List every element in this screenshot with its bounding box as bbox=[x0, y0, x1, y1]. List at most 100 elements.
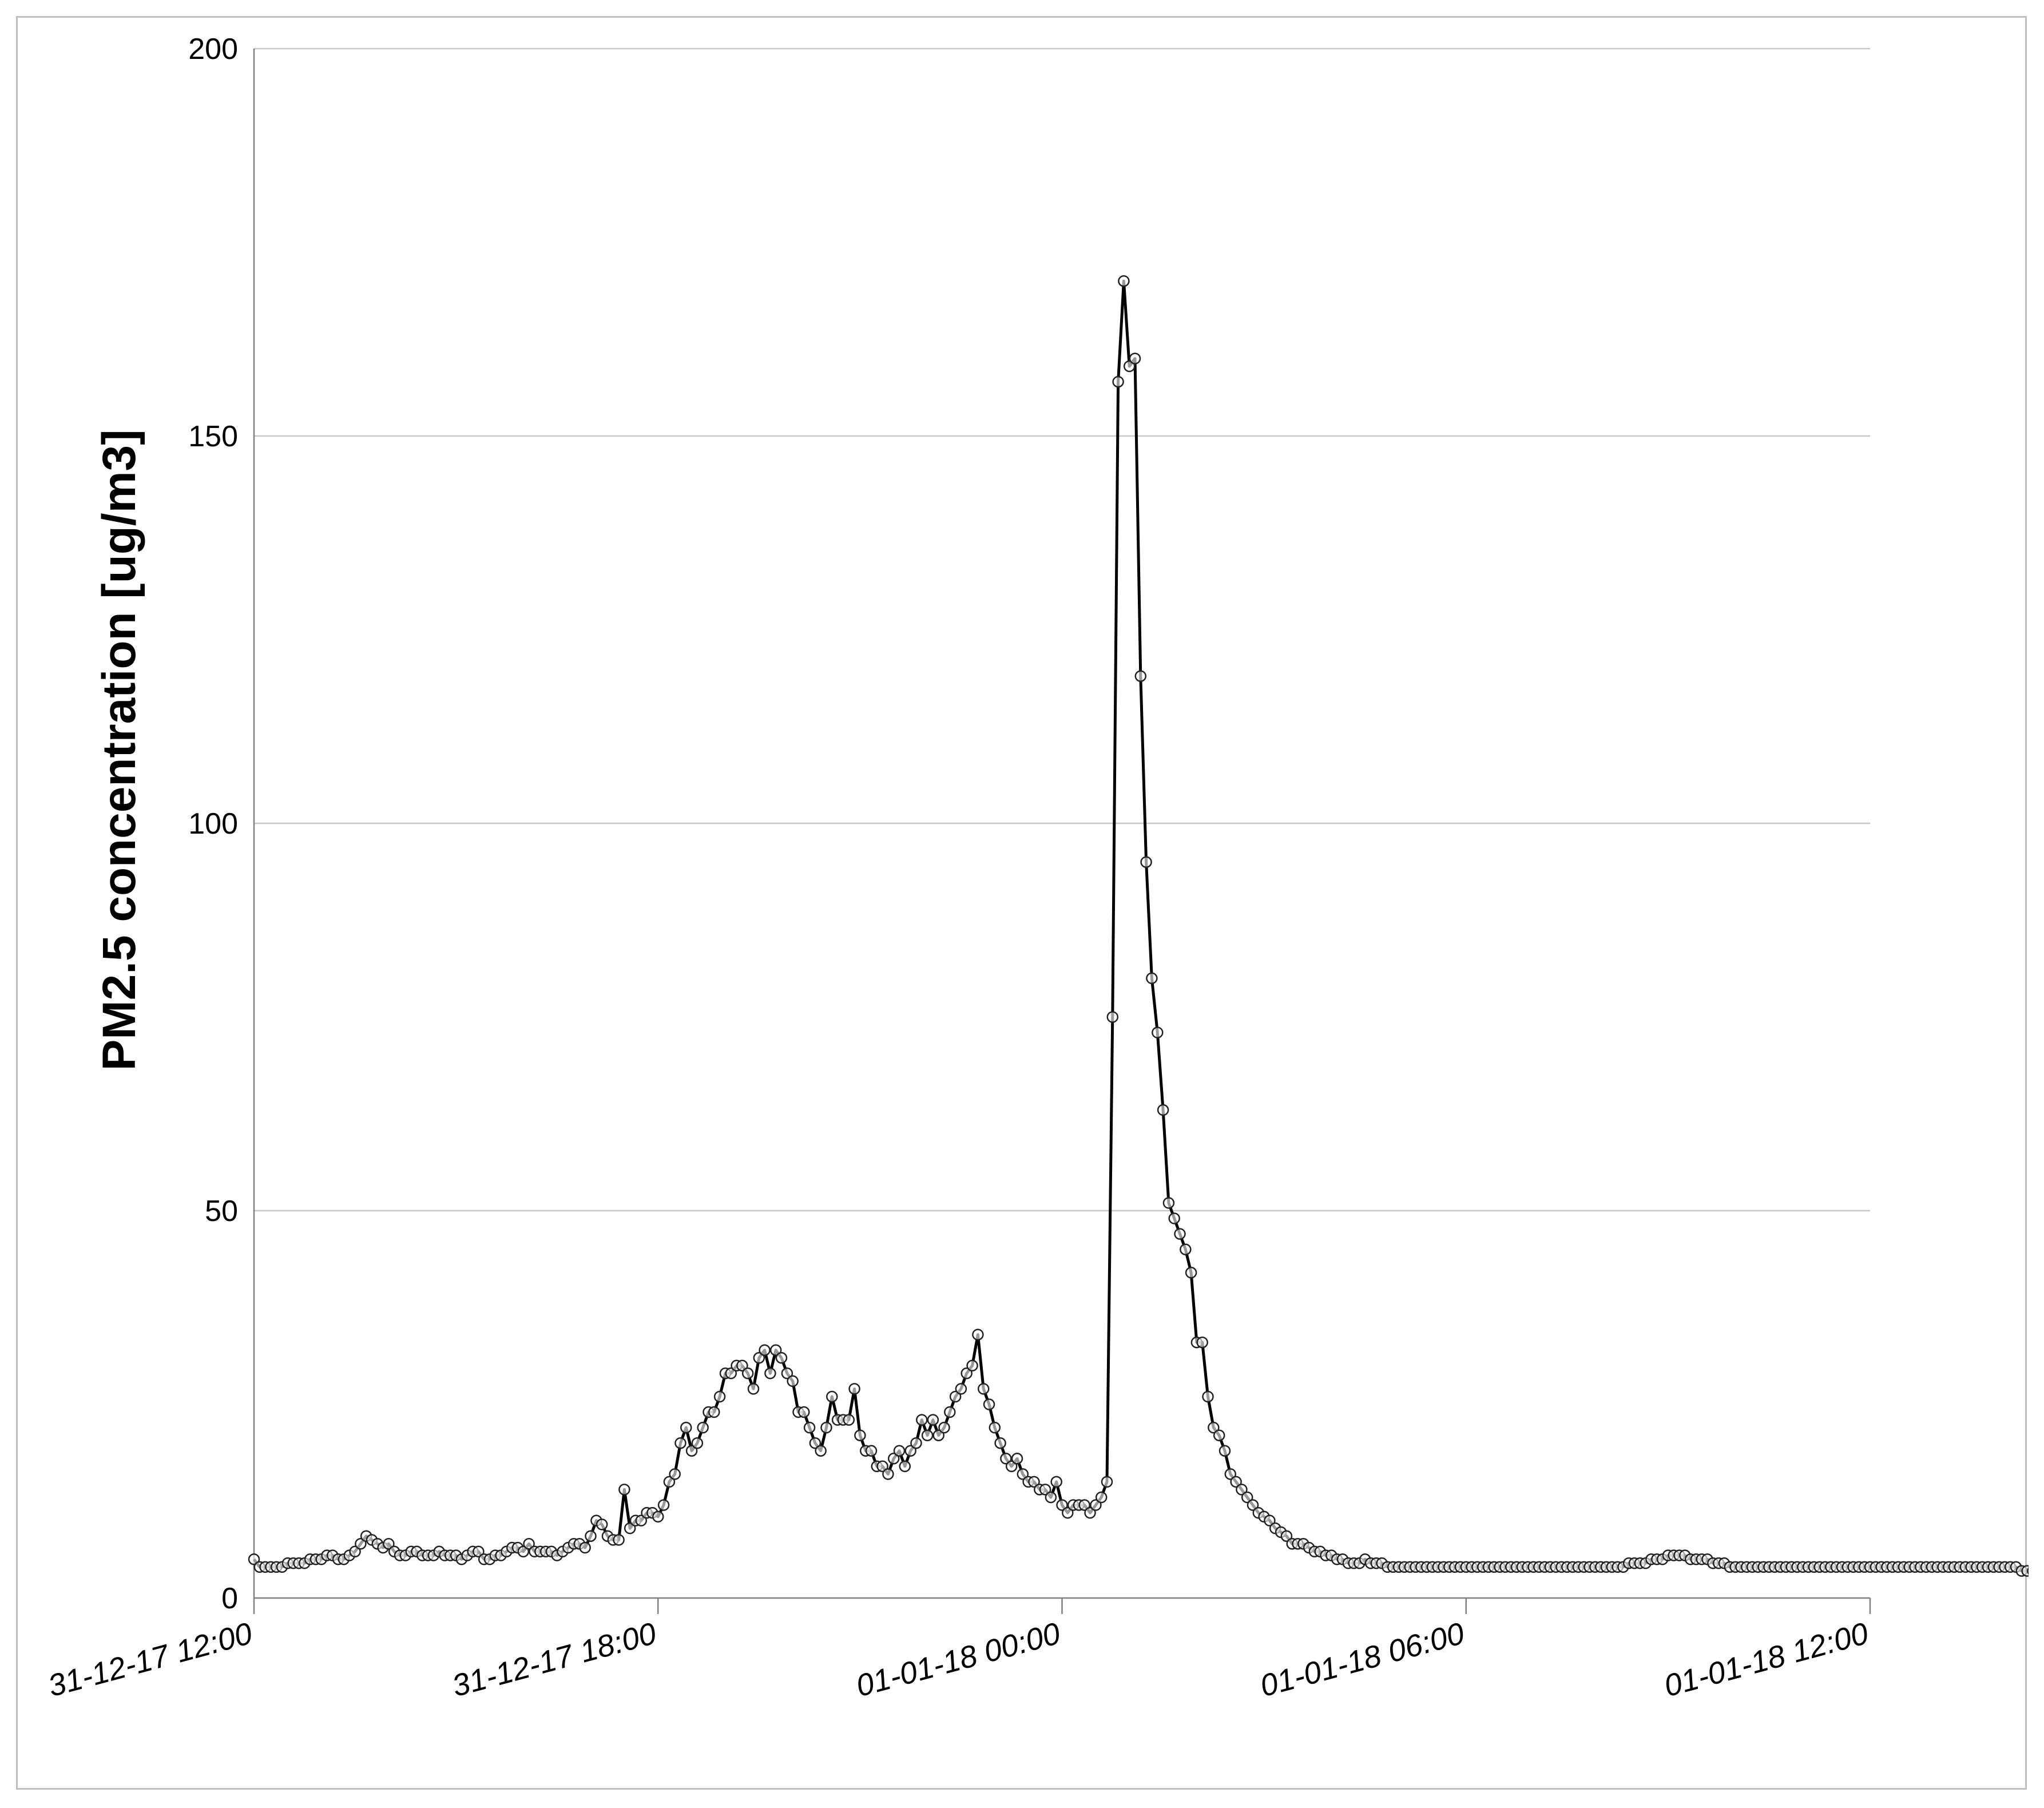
data-point bbox=[2027, 1567, 2029, 1575]
data-point bbox=[1168, 1212, 1180, 1224]
data-point bbox=[1129, 352, 1141, 364]
data-point bbox=[1224, 1468, 1237, 1480]
data-point bbox=[383, 1537, 395, 1550]
data-point bbox=[1196, 1336, 1208, 1349]
data-point bbox=[473, 1545, 485, 1558]
data-point bbox=[1152, 1026, 1164, 1038]
data-point bbox=[1140, 856, 1152, 868]
data-point bbox=[961, 1367, 973, 1379]
data-point bbox=[1236, 1484, 1248, 1496]
data-point bbox=[916, 1414, 928, 1426]
data-point bbox=[596, 1518, 608, 1531]
data-point bbox=[927, 1414, 939, 1426]
data-point bbox=[579, 1541, 591, 1554]
data-point bbox=[1230, 1476, 1242, 1488]
x-tick-label: 31-12-17 12:00 bbox=[45, 1616, 256, 1704]
y-tick-label: 150 bbox=[188, 420, 238, 453]
data-point bbox=[1017, 1468, 1029, 1480]
data-point bbox=[1045, 1491, 1057, 1504]
data-point bbox=[887, 1453, 900, 1465]
data-point bbox=[680, 1421, 692, 1434]
data-point bbox=[355, 1537, 367, 1550]
y-tick-labels: 0 50 100 150 200 bbox=[188, 33, 238, 1615]
data-point bbox=[1028, 1476, 1040, 1488]
data-point bbox=[1185, 1267, 1197, 1279]
data-point bbox=[741, 1367, 754, 1379]
data-point bbox=[1208, 1421, 1220, 1434]
data-point bbox=[1095, 1491, 1108, 1504]
data-point bbox=[989, 1421, 1001, 1434]
y-tick-label: 100 bbox=[188, 807, 238, 840]
data-point bbox=[1062, 1506, 1074, 1519]
data-point bbox=[899, 1460, 911, 1473]
y-tick-label: 50 bbox=[205, 1195, 238, 1228]
data-point bbox=[1264, 1514, 1276, 1527]
data-point bbox=[624, 1522, 636, 1535]
data-point bbox=[1101, 1476, 1113, 1488]
data-point bbox=[910, 1437, 922, 1449]
data-point bbox=[517, 1545, 530, 1558]
data-point bbox=[977, 1383, 990, 1395]
data-point bbox=[949, 1390, 962, 1403]
data-point bbox=[697, 1421, 709, 1434]
data-point bbox=[1084, 1506, 1096, 1519]
data-point bbox=[1050, 1476, 1062, 1488]
data-point bbox=[843, 1414, 855, 1426]
data-point bbox=[983, 1398, 995, 1410]
data-point bbox=[1056, 1499, 1068, 1511]
data-point bbox=[966, 1359, 978, 1372]
data-point bbox=[820, 1421, 832, 1434]
data-point bbox=[1157, 1104, 1169, 1116]
data-point bbox=[736, 1359, 748, 1372]
data-point bbox=[691, 1437, 704, 1449]
data-point bbox=[815, 1445, 827, 1457]
x-tick-label: 01-01-18 12:00 bbox=[1661, 1616, 1872, 1704]
data-point bbox=[826, 1390, 838, 1403]
data-point bbox=[848, 1383, 860, 1395]
data-point bbox=[769, 1344, 782, 1356]
y-axis-label: PM2.5 concentration [ug/m3] bbox=[93, 430, 145, 1071]
data-point bbox=[809, 1437, 821, 1449]
data-point bbox=[523, 1537, 535, 1550]
data-point bbox=[764, 1367, 776, 1379]
data-point bbox=[652, 1510, 664, 1523]
y-tick-label: 200 bbox=[188, 33, 238, 66]
data-point bbox=[663, 1476, 676, 1488]
data-point bbox=[854, 1429, 866, 1441]
data-point bbox=[893, 1445, 906, 1457]
data-point bbox=[635, 1514, 648, 1527]
data-point bbox=[248, 1553, 260, 1565]
data-point bbox=[865, 1445, 878, 1457]
data-point bbox=[1000, 1453, 1012, 1465]
data-point bbox=[1202, 1390, 1214, 1403]
data-point bbox=[1213, 1429, 1225, 1441]
data-point bbox=[1118, 275, 1130, 287]
data-point bbox=[585, 1530, 597, 1542]
data-point bbox=[685, 1445, 698, 1457]
data-point bbox=[657, 1499, 670, 1511]
line-chart: 0 50 100 150 200 31-12-17 12:00 31-12-17 18:0… bbox=[45, 33, 2029, 1704]
data-point bbox=[618, 1484, 630, 1496]
data-point bbox=[803, 1421, 816, 1434]
data-point bbox=[972, 1329, 984, 1341]
chart-frame: 0 50 100 150 200 31-12-17 12:00 31-12-17 18:0… bbox=[16, 16, 2029, 1790]
data-point bbox=[708, 1406, 720, 1418]
data-point bbox=[1134, 670, 1147, 682]
data-point bbox=[932, 1429, 944, 1441]
data-point bbox=[781, 1367, 793, 1379]
data-point bbox=[1146, 972, 1158, 985]
data-point bbox=[713, 1390, 726, 1403]
y-tick-label: 0 bbox=[221, 1582, 238, 1615]
data-point bbox=[1005, 1460, 1018, 1473]
data-point bbox=[669, 1468, 681, 1480]
x-tick-labels: 31-12-17 12:00 31-12-17 18:00 01-01-18 00:… bbox=[45, 1616, 1872, 1704]
data-point bbox=[1219, 1445, 1231, 1457]
data-point bbox=[613, 1534, 625, 1546]
data-point bbox=[994, 1437, 1006, 1449]
data-point bbox=[725, 1367, 737, 1379]
series-path bbox=[252, 279, 2029, 1573]
series-line bbox=[252, 279, 2029, 1573]
data-point bbox=[904, 1445, 916, 1457]
data-point bbox=[876, 1460, 888, 1473]
data-point bbox=[938, 1421, 950, 1434]
